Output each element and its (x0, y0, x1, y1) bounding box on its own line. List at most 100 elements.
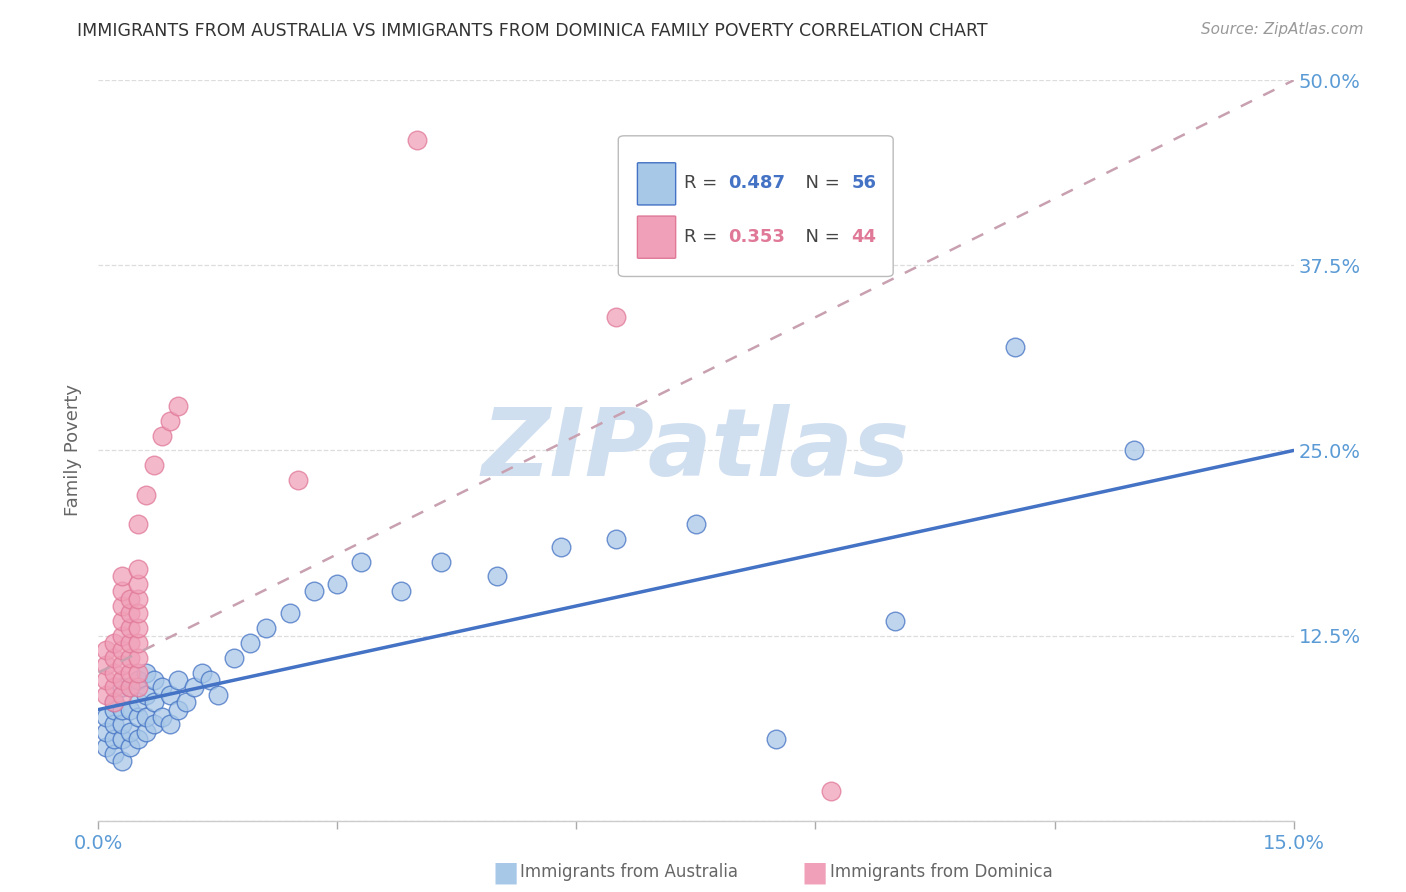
Text: R =: R = (685, 227, 723, 246)
Point (191, 665, 214, 680)
Text: Immigrants from Australia: Immigrants from Australia (520, 863, 738, 881)
Point (127, 562, 149, 576)
Point (111, 584, 134, 599)
Text: IMMIGRANTS FROM AUSTRALIA VS IMMIGRANTS FROM DOMINICA FAMILY POVERTY CORRELATION: IMMIGRANTS FROM AUSTRALIA VS IMMIGRANTS … (77, 22, 988, 40)
Point (120, 739, 142, 754)
Point (127, 576, 149, 591)
Point (127, 732, 149, 747)
Point (103, 732, 125, 747)
Point (605, 533, 627, 547)
Point (111, 681, 134, 695)
Point (287, 473, 309, 487)
Point (389, 584, 412, 599)
Point (120, 724, 142, 739)
Text: Immigrants from Dominica: Immigrants from Dominica (830, 863, 1052, 881)
Point (159, 688, 181, 702)
Point (143, 673, 166, 687)
Point (96, 739, 118, 754)
Point (103, 703, 125, 717)
Point (605, 310, 627, 325)
Point (485, 569, 508, 583)
Point (111, 732, 134, 747)
Text: Source: ZipAtlas.com: Source: ZipAtlas.com (1201, 22, 1364, 37)
Point (135, 488, 157, 502)
Point (96, 688, 118, 702)
Point (302, 584, 325, 599)
FancyBboxPatch shape (619, 136, 893, 277)
FancyBboxPatch shape (637, 216, 676, 259)
Point (150, 710, 173, 724)
Point (135, 724, 157, 739)
Point (111, 673, 134, 687)
Point (103, 665, 125, 680)
Point (167, 703, 190, 717)
Text: 0.487: 0.487 (728, 175, 785, 193)
Point (127, 681, 149, 695)
Point (135, 665, 157, 680)
Point (120, 636, 142, 650)
Text: N =: N = (794, 175, 845, 193)
Point (167, 673, 190, 687)
Point (143, 458, 166, 473)
Text: R =: R = (685, 175, 723, 193)
Text: ■: ■ (492, 858, 519, 887)
Point (150, 681, 173, 695)
Point (430, 555, 453, 569)
Point (150, 428, 173, 442)
Point (111, 628, 134, 642)
Point (135, 688, 157, 702)
Point (1004, 340, 1026, 354)
Point (103, 695, 125, 709)
Point (127, 710, 149, 724)
Point (685, 517, 707, 532)
Point (111, 614, 134, 628)
Point (127, 695, 149, 709)
Point (96, 710, 118, 724)
Point (120, 650, 142, 665)
Point (111, 569, 134, 583)
Point (198, 673, 221, 687)
Text: N =: N = (794, 227, 845, 246)
Point (127, 621, 149, 635)
Point (103, 650, 125, 665)
Point (174, 695, 197, 709)
Point (120, 703, 142, 717)
Point (254, 621, 277, 635)
Point (111, 599, 134, 613)
Point (406, 132, 429, 146)
Point (111, 658, 134, 673)
Point (765, 732, 787, 747)
Y-axis label: Family Poverty: Family Poverty (65, 384, 83, 516)
Point (120, 665, 142, 680)
Point (120, 621, 142, 635)
Point (127, 673, 149, 687)
Point (120, 681, 142, 695)
Point (159, 717, 181, 731)
Text: 0.353: 0.353 (728, 227, 785, 246)
Point (183, 681, 205, 695)
Point (111, 717, 134, 731)
Point (111, 703, 134, 717)
Point (143, 717, 166, 731)
Point (127, 665, 149, 680)
Point (103, 636, 125, 650)
Point (127, 607, 149, 621)
Point (103, 681, 125, 695)
Point (111, 688, 134, 702)
Point (96, 724, 118, 739)
Point (159, 414, 181, 428)
Point (135, 710, 157, 724)
Text: ■: ■ (801, 858, 828, 887)
Point (127, 591, 149, 606)
Point (143, 695, 166, 709)
Point (103, 695, 125, 709)
Point (222, 650, 245, 665)
Point (326, 576, 349, 591)
Point (111, 643, 134, 657)
Point (350, 555, 373, 569)
Text: 44: 44 (852, 227, 876, 246)
Point (120, 607, 142, 621)
Point (127, 636, 149, 650)
Point (127, 650, 149, 665)
Point (103, 747, 125, 761)
